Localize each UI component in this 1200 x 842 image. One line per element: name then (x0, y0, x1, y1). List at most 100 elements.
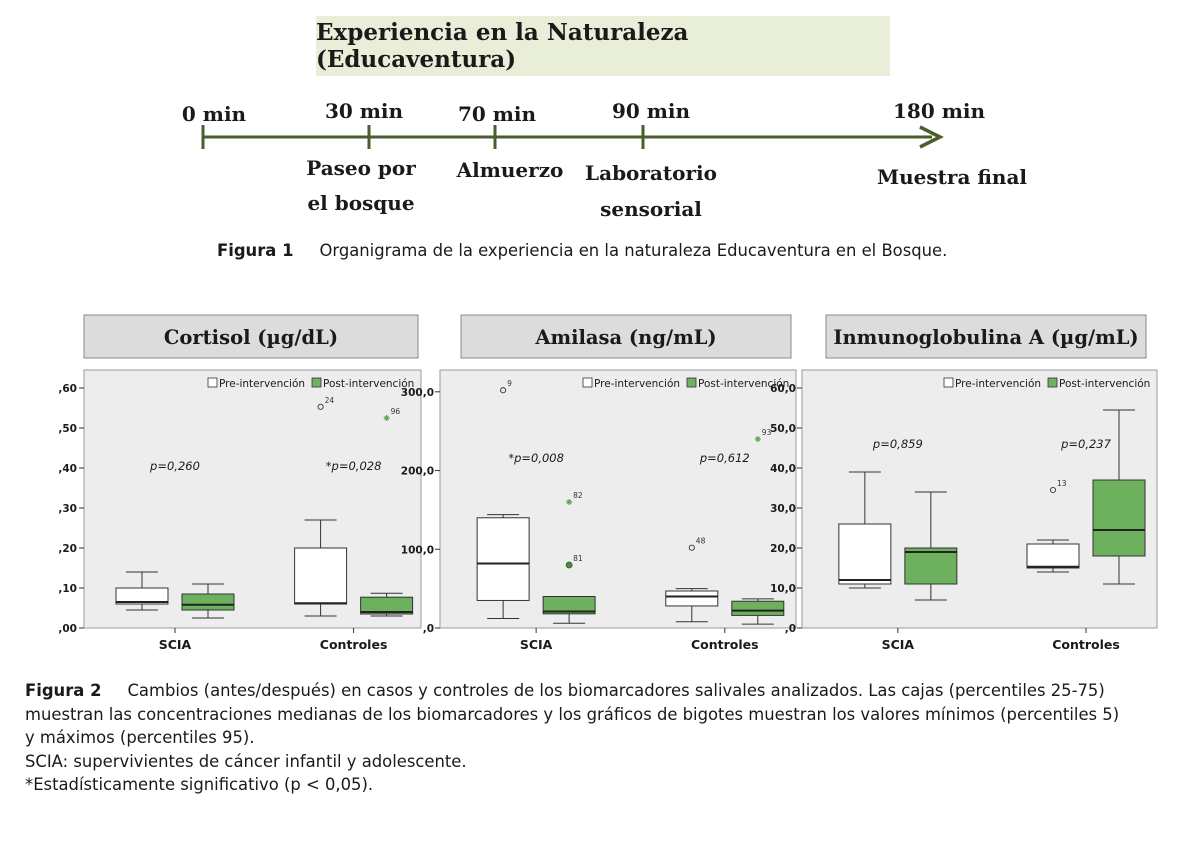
p-value-label: p=0,260 (149, 459, 200, 473)
box-post (1092, 409, 1146, 585)
boxplot-panel: Inmunoglobulina A (µg/mL) ,0 10,0 20,0 30,0 4… (770, 314, 1158, 652)
y-tick-label: 50,0 (770, 423, 796, 435)
y-tick-label: ,30 (58, 503, 77, 515)
outlier-marker (565, 561, 573, 569)
box-iqr (665, 590, 719, 607)
box-pre (115, 571, 169, 611)
legend-label-post: Post-intervención (1059, 378, 1150, 390)
y-tick-label: ,40 (58, 463, 77, 475)
box-post (181, 583, 235, 619)
outlier-marker (500, 387, 507, 394)
outlier-label: 13 (1057, 479, 1067, 488)
outlier-marker (1049, 486, 1057, 494)
p-value-label: p=0,859 (872, 437, 923, 451)
panel-header (460, 314, 792, 359)
panel-header (825, 314, 1147, 359)
y-tick-label: 40,0 (770, 463, 796, 475)
legend-swatch-pre (207, 377, 218, 388)
outlier-label: 93 (762, 428, 772, 437)
timeline-time-label: 70 min (458, 102, 537, 126)
legend-swatch-post (311, 377, 322, 388)
box-post (542, 596, 596, 624)
outlier-label: 96 (391, 407, 401, 416)
boxplot-panels: Cortisol (µg/dL) ,00 ,10 ,20 ,30 ,40 ,50 ,60 Pre… (58, 314, 1158, 652)
box-pre (665, 588, 719, 623)
panel-header (83, 314, 419, 359)
box-pre (476, 514, 530, 620)
plot-area (83, 369, 422, 629)
figure-2-caption-line: SCIA: supervivientes de cáncer infantil … (25, 751, 467, 771)
y-tick-label: ,00 (58, 623, 77, 635)
panel-title: Cortisol (µg/dL) (164, 326, 338, 349)
box-post (731, 598, 785, 625)
outlier-label: 82 (573, 491, 583, 500)
x-tick-label: SCIA (159, 637, 192, 652)
timeline-activity-label: Muestra final (877, 165, 1027, 189)
outlier-label: 9 (507, 379, 512, 388)
y-tick-label: ,10 (58, 583, 77, 595)
timeline-diagram: 0 min 30 min Paseo por el bosque 70 min Almue… (182, 99, 1027, 221)
y-tick-label: ,0 (423, 623, 434, 635)
y-tick-label: 300,0 (401, 387, 434, 399)
legend-label-pre: Pre-intervención (955, 378, 1041, 390)
y-tick-label: 10,0 (770, 583, 796, 595)
outlier-star-marker (566, 499, 573, 506)
y-tick-label: ,20 (58, 543, 77, 555)
x-tick-label: SCIA (520, 637, 553, 652)
box-iqr (1092, 479, 1146, 557)
figure-2-caption-line: muestran las concentraciones medianas de… (25, 704, 1120, 724)
x-tick-label: Controles (1052, 637, 1120, 652)
legend-label-post: Post-intervención (698, 378, 789, 390)
legend-swatch-post (686, 377, 697, 388)
box-iqr (731, 600, 785, 616)
box-iqr (1026, 543, 1080, 569)
timeline-activity-label: Paseo por (306, 156, 416, 180)
figure-2-caption-label: Figura 2 (25, 681, 102, 700)
p-value-label: p=0,237 (1060, 437, 1112, 451)
legend-swatch-post (1047, 377, 1058, 388)
timeline-activity-label: Laboratorio (585, 161, 717, 185)
outlier-star-marker (754, 436, 761, 443)
legend-swatch-pre (582, 377, 593, 388)
y-tick-label: ,50 (58, 423, 77, 435)
outlier-marker (317, 403, 324, 410)
outlier-label: 48 (696, 537, 706, 546)
outlier-marker (688, 544, 695, 551)
p-value-label: p=0,612 (699, 451, 750, 465)
panel-title: Amilasa (ng/mL) (534, 326, 716, 349)
arrow-head-icon (919, 125, 944, 149)
box-pre (294, 519, 348, 617)
box-iqr (904, 547, 958, 585)
timeline-time-label: 0 min (182, 102, 247, 126)
timeline-activity-label: Almuerzo (456, 158, 564, 182)
x-tick-label: Controles (320, 637, 388, 652)
panel-title: Inmunoglobulina A (µg/mL) (833, 326, 1138, 349)
figure-2-caption-line: Figura 2 Cambios (antes/después) en casos… (25, 681, 1105, 700)
figure-2-caption-line: y máximos (percentiles 95). (25, 728, 255, 747)
p-value-label: *p=0,008 (508, 451, 564, 465)
boxplot-panel: Cortisol (µg/dL) ,00 ,10 ,20 ,30 ,40 ,50 ,60 Pre… (58, 314, 422, 652)
x-tick-label: SCIA (882, 637, 915, 652)
figure-2-caption-line: *Estadísticamente significativo (p < 0,0… (25, 775, 374, 794)
box-pre (1026, 539, 1080, 573)
figure-1-caption: Figura 1 Organigrama de la experiencia en… (217, 241, 947, 260)
x-tick-label: Controles (691, 637, 759, 652)
timeline-time-label: 90 min (612, 99, 691, 123)
figure-2-caption: Figura 2 Cambios (antes/después) en casos… (25, 679, 1185, 797)
box-iqr (115, 587, 169, 605)
figure-1-caption-label: Figura 1 (217, 241, 294, 260)
y-tick-label: 60,0 (770, 383, 796, 395)
box-iqr (181, 593, 235, 611)
timeline-activity-label: el bosque (307, 191, 414, 215)
y-tick-label: ,0 (785, 623, 796, 635)
box-iqr (360, 596, 414, 615)
y-tick-label: 200,0 (401, 466, 434, 478)
p-value-label: *p=0,028 (326, 459, 382, 473)
timeline-time-label: 180 min (893, 99, 985, 123)
outlier-label: 24 (325, 396, 335, 405)
legend-label-pre: Pre-intervención (219, 378, 305, 390)
timeline-time-label: 30 min (325, 99, 404, 123)
box-pre (838, 471, 892, 589)
box-iqr (294, 547, 348, 605)
box-post (904, 491, 958, 601)
